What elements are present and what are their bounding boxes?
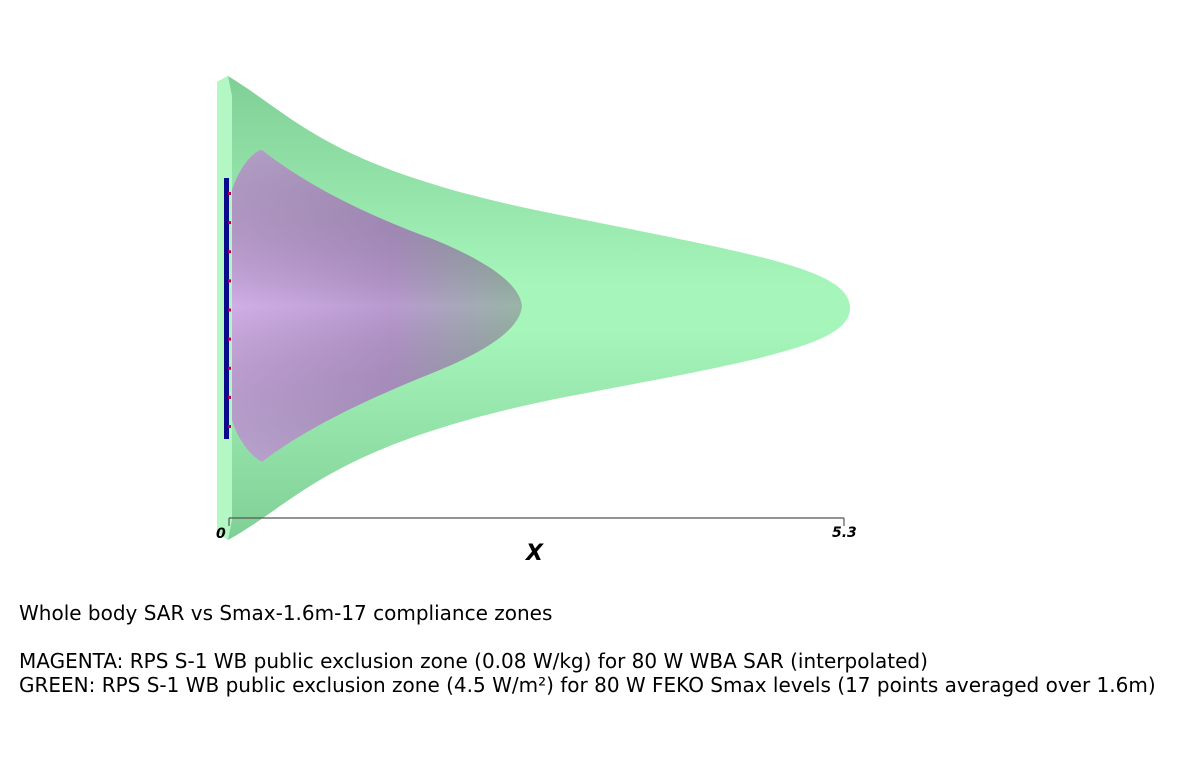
antenna-marker [228, 221, 231, 225]
antenna [224, 178, 231, 439]
antenna-marker [228, 279, 231, 283]
caption-green-zone: GREEN: RPS S-1 WB public exclusion zone … [19, 673, 1156, 697]
x-axis: 0 5.3 X [216, 517, 857, 566]
x-axis-title: X [524, 541, 544, 566]
antenna-bar [224, 178, 229, 439]
green-exclusion-zone [217, 76, 850, 540]
antenna-marker [228, 308, 231, 312]
antenna-marker [228, 192, 231, 195]
x-axis-tick-label-min: 0 [216, 526, 226, 542]
caption-magenta-zone: MAGENTA: RPS S-1 WB public exclusion zon… [19, 649, 928, 673]
caption-title: Whole body SAR vs Smax-1.6m-17 complianc… [19, 601, 553, 625]
antenna-marker [228, 337, 231, 341]
antenna-marker [228, 425, 231, 428]
antenna-marker [228, 250, 231, 254]
magenta-zone-shading [232, 150, 522, 462]
x-axis-tick-label-max: 5.3 [832, 525, 857, 541]
antenna-marker [228, 395, 231, 399]
antenna-marker [228, 366, 231, 370]
compliance-zone-render: 0 5.3 X [216, 76, 857, 566]
